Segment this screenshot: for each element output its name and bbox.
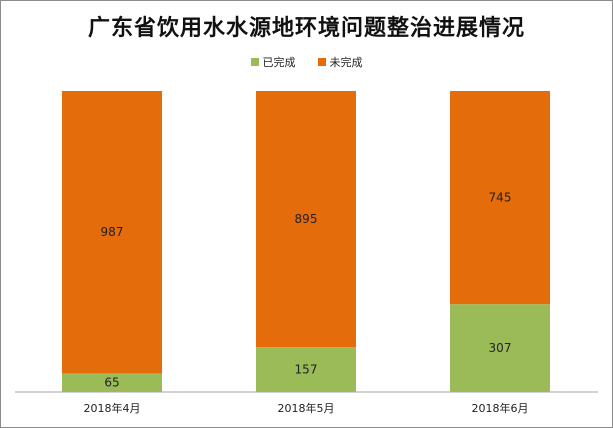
bar-segment-incomplete-1 — [256, 91, 356, 348]
data-label-incomplete-2: 745 — [489, 191, 512, 205]
legend-item-completed: 已完成 — [250, 54, 296, 70]
legend-swatch-completed — [250, 58, 259, 66]
data-label-completed-2: 307 — [489, 341, 512, 355]
data-label-completed-0: 65 — [104, 376, 119, 390]
bar-segment-incomplete-0 — [62, 91, 162, 374]
data-label-incomplete-1: 895 — [295, 212, 318, 226]
x-tick-label-2: 2018年6月 — [472, 401, 529, 415]
chart-legend: 已完成 未完成 — [0, 54, 613, 70]
data-label-completed-1: 157 — [295, 363, 318, 377]
bar-segment-incomplete-2 — [450, 91, 550, 305]
x-tick-label-1: 2018年5月 — [278, 401, 335, 415]
legend-swatch-incomplete — [317, 58, 326, 66]
legend-label-incomplete: 未完成 — [329, 56, 363, 69]
bar-segment-completed-2 — [450, 304, 550, 392]
x-tick-label-0: 2018年4月 — [84, 401, 141, 415]
chart-title: 广东省饮用水水源地环境问题整治进展情况 — [87, 15, 525, 41]
legend-label-completed: 已完成 — [262, 56, 296, 69]
legend-item-incomplete: 未完成 — [317, 54, 363, 70]
data-label-incomplete-0: 987 — [101, 225, 124, 239]
bar-segment-completed-0 — [62, 373, 162, 392]
bar-segment-completed-1 — [256, 347, 356, 392]
